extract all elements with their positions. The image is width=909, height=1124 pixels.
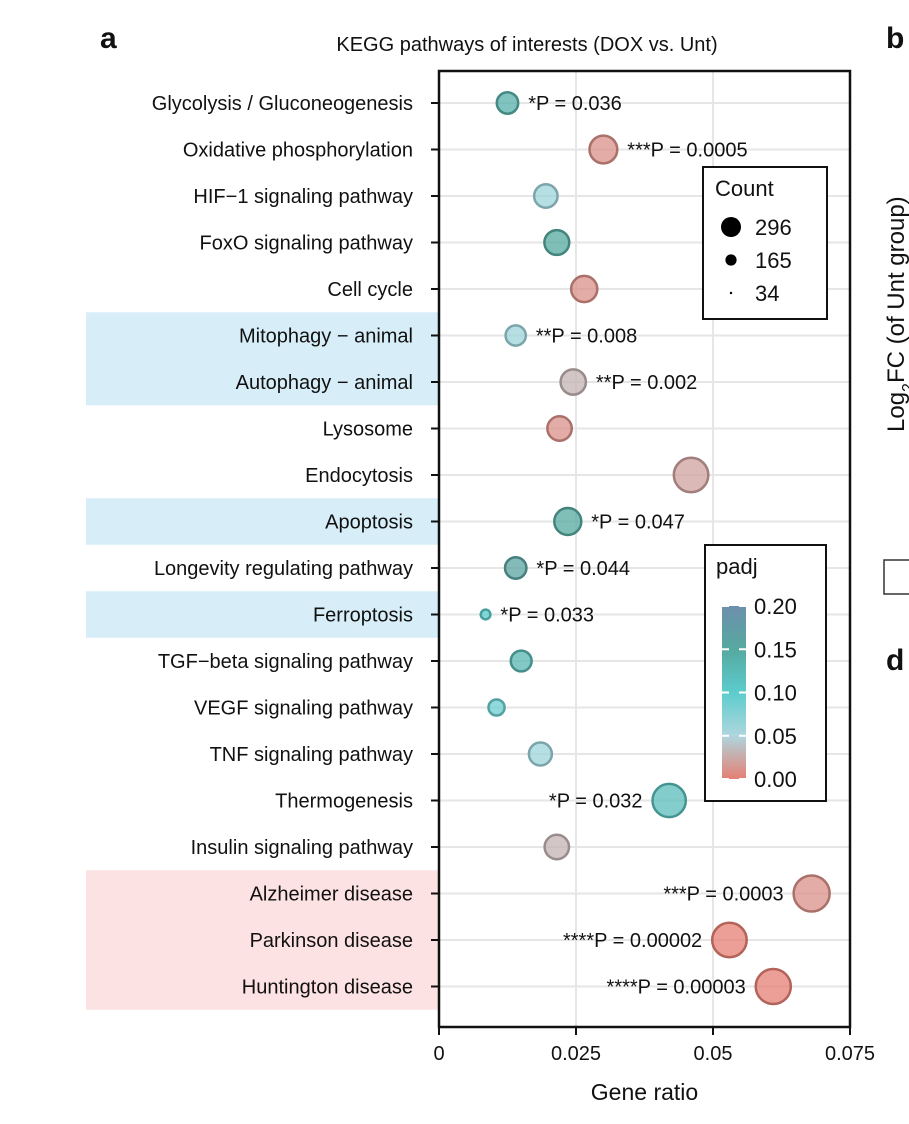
p-value-label: ****P = 0.00003 (607, 977, 746, 999)
data-point (543, 833, 571, 861)
highlight-band-3 (86, 870, 439, 1010)
highlight-band-0 (86, 312, 439, 406)
count-legend-title: Count (715, 176, 774, 201)
data-point (479, 608, 492, 621)
count-legend-key (725, 254, 737, 266)
data-point (527, 741, 554, 767)
padj-legend-title: padj (716, 554, 758, 579)
p-value-label: *P = 0.047 (591, 512, 685, 534)
data-point (546, 415, 574, 442)
data-point (543, 228, 571, 257)
y-tick-labels: Glycolysis / Gluconeogenesis Oxidative ph… (152, 93, 439, 999)
data-point (651, 782, 688, 819)
count-legend-label: 34 (755, 281, 779, 306)
data-point (792, 874, 831, 913)
count-legend-label: 296 (755, 215, 792, 240)
data-point (710, 921, 748, 959)
padj-tick-label: 0.00 (754, 767, 797, 792)
panel-label-a: a (100, 22, 117, 55)
data-point (672, 456, 710, 494)
padj-legend: padj 0.20 0.15 0.10 0.05 0.00 (704, 544, 827, 802)
y-tick-label: FoxO signaling pathway (200, 233, 413, 255)
count-legend-key (721, 217, 741, 237)
panel-b-fragment (883, 559, 909, 595)
y-tick-label: Cell cycle (327, 279, 413, 301)
plot-frame (437, 69, 852, 1029)
y-tick-label: Lysosome (323, 419, 413, 441)
panel-label-b: b (886, 22, 904, 55)
y-tick-label: Oxidative phosphorylation (183, 140, 413, 162)
p-value-label: *P = 0.044 (536, 558, 630, 580)
padj-tick-label: 0.10 (754, 681, 797, 706)
data-points (479, 91, 831, 1006)
y-tick-label: Thermogenesis (275, 791, 413, 813)
data-point (504, 324, 528, 347)
data-point (487, 698, 506, 717)
y-tick-label: Endocytosis (305, 465, 413, 487)
y-tick-label: Ferroptosis (313, 605, 413, 627)
y-tick-label: Glycolysis / Gluconeogenesis (152, 93, 413, 115)
data-point (532, 183, 559, 209)
data-point (559, 368, 588, 396)
count-legend: Count 296 165 34 (702, 166, 828, 320)
data-point (495, 91, 520, 115)
panel-label-d: d (886, 644, 904, 677)
padj-tick-label: 0.05 (754, 724, 797, 749)
x-axis-title: Gene ratio (591, 1079, 698, 1105)
data-point (503, 556, 528, 580)
highlight-band-2 (86, 591, 439, 638)
y-tick-label: Alzheimer disease (250, 884, 413, 906)
p-value-label: ***P = 0.0005 (627, 140, 747, 162)
chart-title: KEGG pathways of interests (DOX vs. Unt) (336, 34, 717, 56)
y-tick-label: Parkinson disease (250, 930, 413, 952)
highlight-band-1 (86, 498, 439, 545)
y-tick-label: Longevity regulating pathway (154, 558, 413, 580)
y-tick-label: TGF−beta signaling pathway (158, 651, 413, 673)
y-tick-label: TNF signaling pathway (210, 744, 413, 766)
y-tick-label: HIF−1 signaling pathway (193, 186, 413, 208)
p-value-label: *P = 0.033 (500, 605, 594, 627)
p-value-label: *P = 0.032 (549, 791, 643, 813)
panel-b-ylabel: Log2FC (of Unt group) (883, 196, 909, 432)
p-value-label: **P = 0.008 (536, 326, 637, 348)
x-tick-label: 0 (433, 1043, 444, 1065)
y-tick-label: Mitophagy − animal (239, 326, 413, 348)
y-tick-label: VEGF signaling pathway (194, 698, 413, 720)
y-tick-label: Insulin signaling pathway (191, 837, 413, 859)
data-point (553, 506, 583, 537)
x-tick-label: 0.075 (825, 1043, 875, 1065)
p-value-label: ****P = 0.00002 (563, 930, 702, 952)
data-point (588, 134, 619, 165)
x-tick-label: 0.025 (551, 1043, 601, 1065)
data-point (509, 649, 533, 673)
count-legend-key (729, 291, 733, 295)
x-tick-labels: 0 0.025 0.05 0.075 (433, 1027, 875, 1065)
count-legend-box (702, 166, 828, 320)
p-value-annotations: *P = 0.036 ***P = 0.0005 **P = 0.008 **P = … (500, 93, 783, 999)
x-tick-label: 0.05 (694, 1043, 733, 1065)
y-tick-label: Apoptosis (325, 512, 413, 534)
data-point (754, 967, 793, 1006)
p-value-label: **P = 0.002 (596, 372, 697, 394)
padj-tick-label: 0.20 (754, 594, 797, 619)
p-value-label: *P = 0.036 (528, 93, 622, 115)
count-legend-label: 165 (755, 248, 792, 273)
p-value-label: ***P = 0.0003 (663, 884, 783, 906)
y-tick-label: Huntington disease (242, 977, 413, 999)
padj-tick-label: 0.15 (754, 637, 797, 662)
data-point (569, 274, 599, 304)
highlight-bands (86, 312, 439, 1010)
y-tick-label: Autophagy − animal (236, 372, 413, 394)
